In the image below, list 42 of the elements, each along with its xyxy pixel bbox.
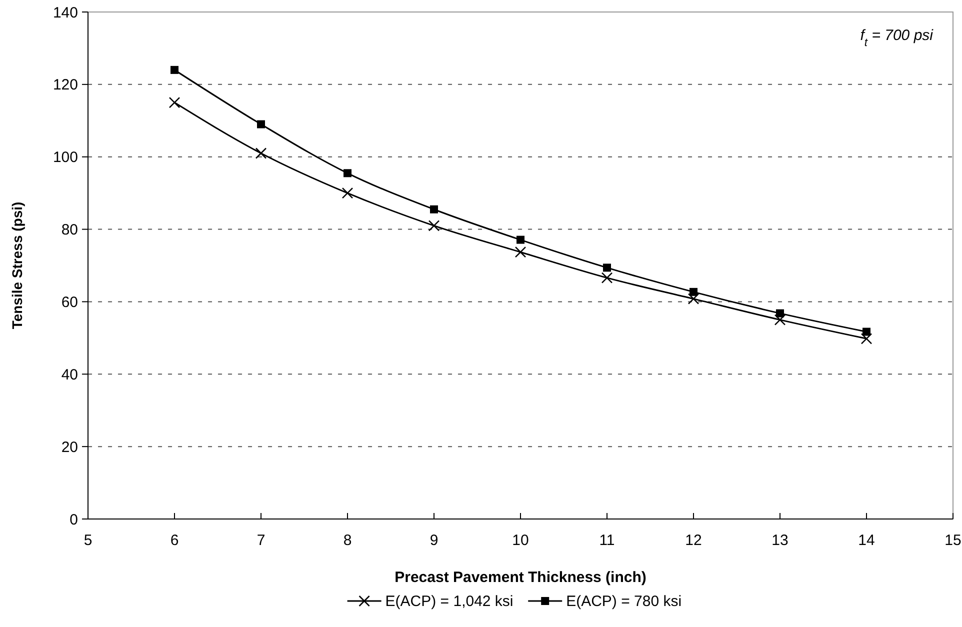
annotation: f$_{t}$ = 700 psi (860, 27, 934, 49)
point (428, 220, 440, 232)
x-tick-label: 10 (512, 532, 529, 549)
y-axis-title: Tensile Stress (psi) (9, 202, 25, 330)
legend-label: E(ACP) = 1,042 ksi (385, 593, 514, 610)
y-tick-label: 40 (61, 366, 78, 384)
point (257, 120, 265, 128)
x-tick-label: 6 (170, 532, 179, 549)
point (776, 309, 784, 318)
x-tick-label: 11 (599, 532, 615, 549)
point (342, 187, 354, 199)
y-tick-label: 20 (61, 438, 78, 456)
x-axis-title: Precast Pavement Thickness (inch) (394, 569, 646, 586)
y-tick-label: 120 (52, 76, 78, 94)
y-tick-label: 0 (70, 511, 78, 528)
point (690, 288, 698, 296)
y-tick-label: 80 (61, 222, 78, 239)
y-tick-label: 60 (61, 294, 78, 311)
y-tick-label: 140 (52, 4, 78, 22)
x-tick-label: 13 (772, 532, 788, 549)
x-tick-label: 5 (84, 532, 92, 549)
x-tick-label: 14 (858, 532, 875, 549)
point (601, 272, 613, 284)
point (603, 264, 611, 272)
point (344, 169, 352, 178)
y-tick-label: 100 (52, 149, 78, 166)
point (430, 205, 438, 214)
x-tick-label: 8 (343, 532, 352, 549)
point (860, 333, 872, 344)
point (170, 66, 178, 74)
point (516, 236, 524, 244)
x-tick-label: 9 (430, 532, 438, 549)
legend-label: E(ACP) = 780 ksi (566, 593, 682, 610)
point (514, 246, 526, 258)
point (862, 328, 870, 336)
x-tick-label: 7 (256, 532, 266, 549)
x-tick-label: 15 (944, 532, 962, 549)
x-tick-label: 12 (685, 532, 702, 549)
point (168, 96, 180, 108)
point (774, 314, 786, 326)
point (255, 148, 267, 159)
point (688, 293, 700, 304)
